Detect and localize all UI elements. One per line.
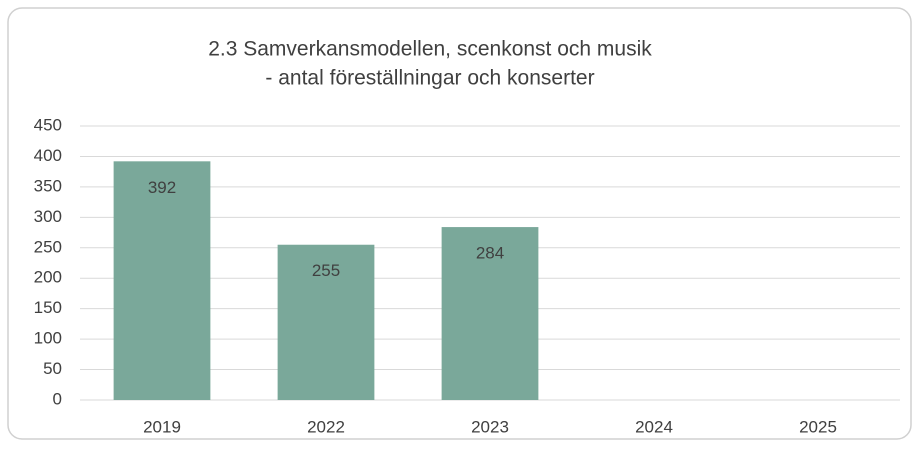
y-tick-label: 300 <box>34 207 62 226</box>
bar <box>277 244 375 400</box>
x-tick-label: 2023 <box>471 417 509 436</box>
y-tick-label: 250 <box>34 237 62 256</box>
x-tick-label: 2019 <box>143 417 181 436</box>
data-label: 284 <box>476 244 504 263</box>
chart-frame <box>7 7 912 440</box>
bar <box>113 161 211 400</box>
chart-title: 2.3 Samverkansmodellen, scenkonst och mu… <box>208 38 652 61</box>
y-tick-label: 0 <box>53 389 62 408</box>
y-tick-label: 350 <box>34 176 62 195</box>
data-label: 255 <box>312 261 340 280</box>
y-tick-label: 100 <box>34 329 62 348</box>
y-tick-label: 400 <box>34 146 62 165</box>
x-tick-label: 2024 <box>635 417 673 436</box>
y-tick-label: 50 <box>43 359 62 378</box>
chart-title: - antal föreställningar och konserter <box>265 67 594 90</box>
bar <box>441 227 539 400</box>
y-tick-label: 450 <box>34 115 62 134</box>
x-tick-label: 2025 <box>799 417 837 436</box>
x-tick-label: 2022 <box>307 417 345 436</box>
data-label: 392 <box>148 178 176 197</box>
y-tick-label: 200 <box>34 268 62 287</box>
y-tick-label: 150 <box>34 298 62 317</box>
